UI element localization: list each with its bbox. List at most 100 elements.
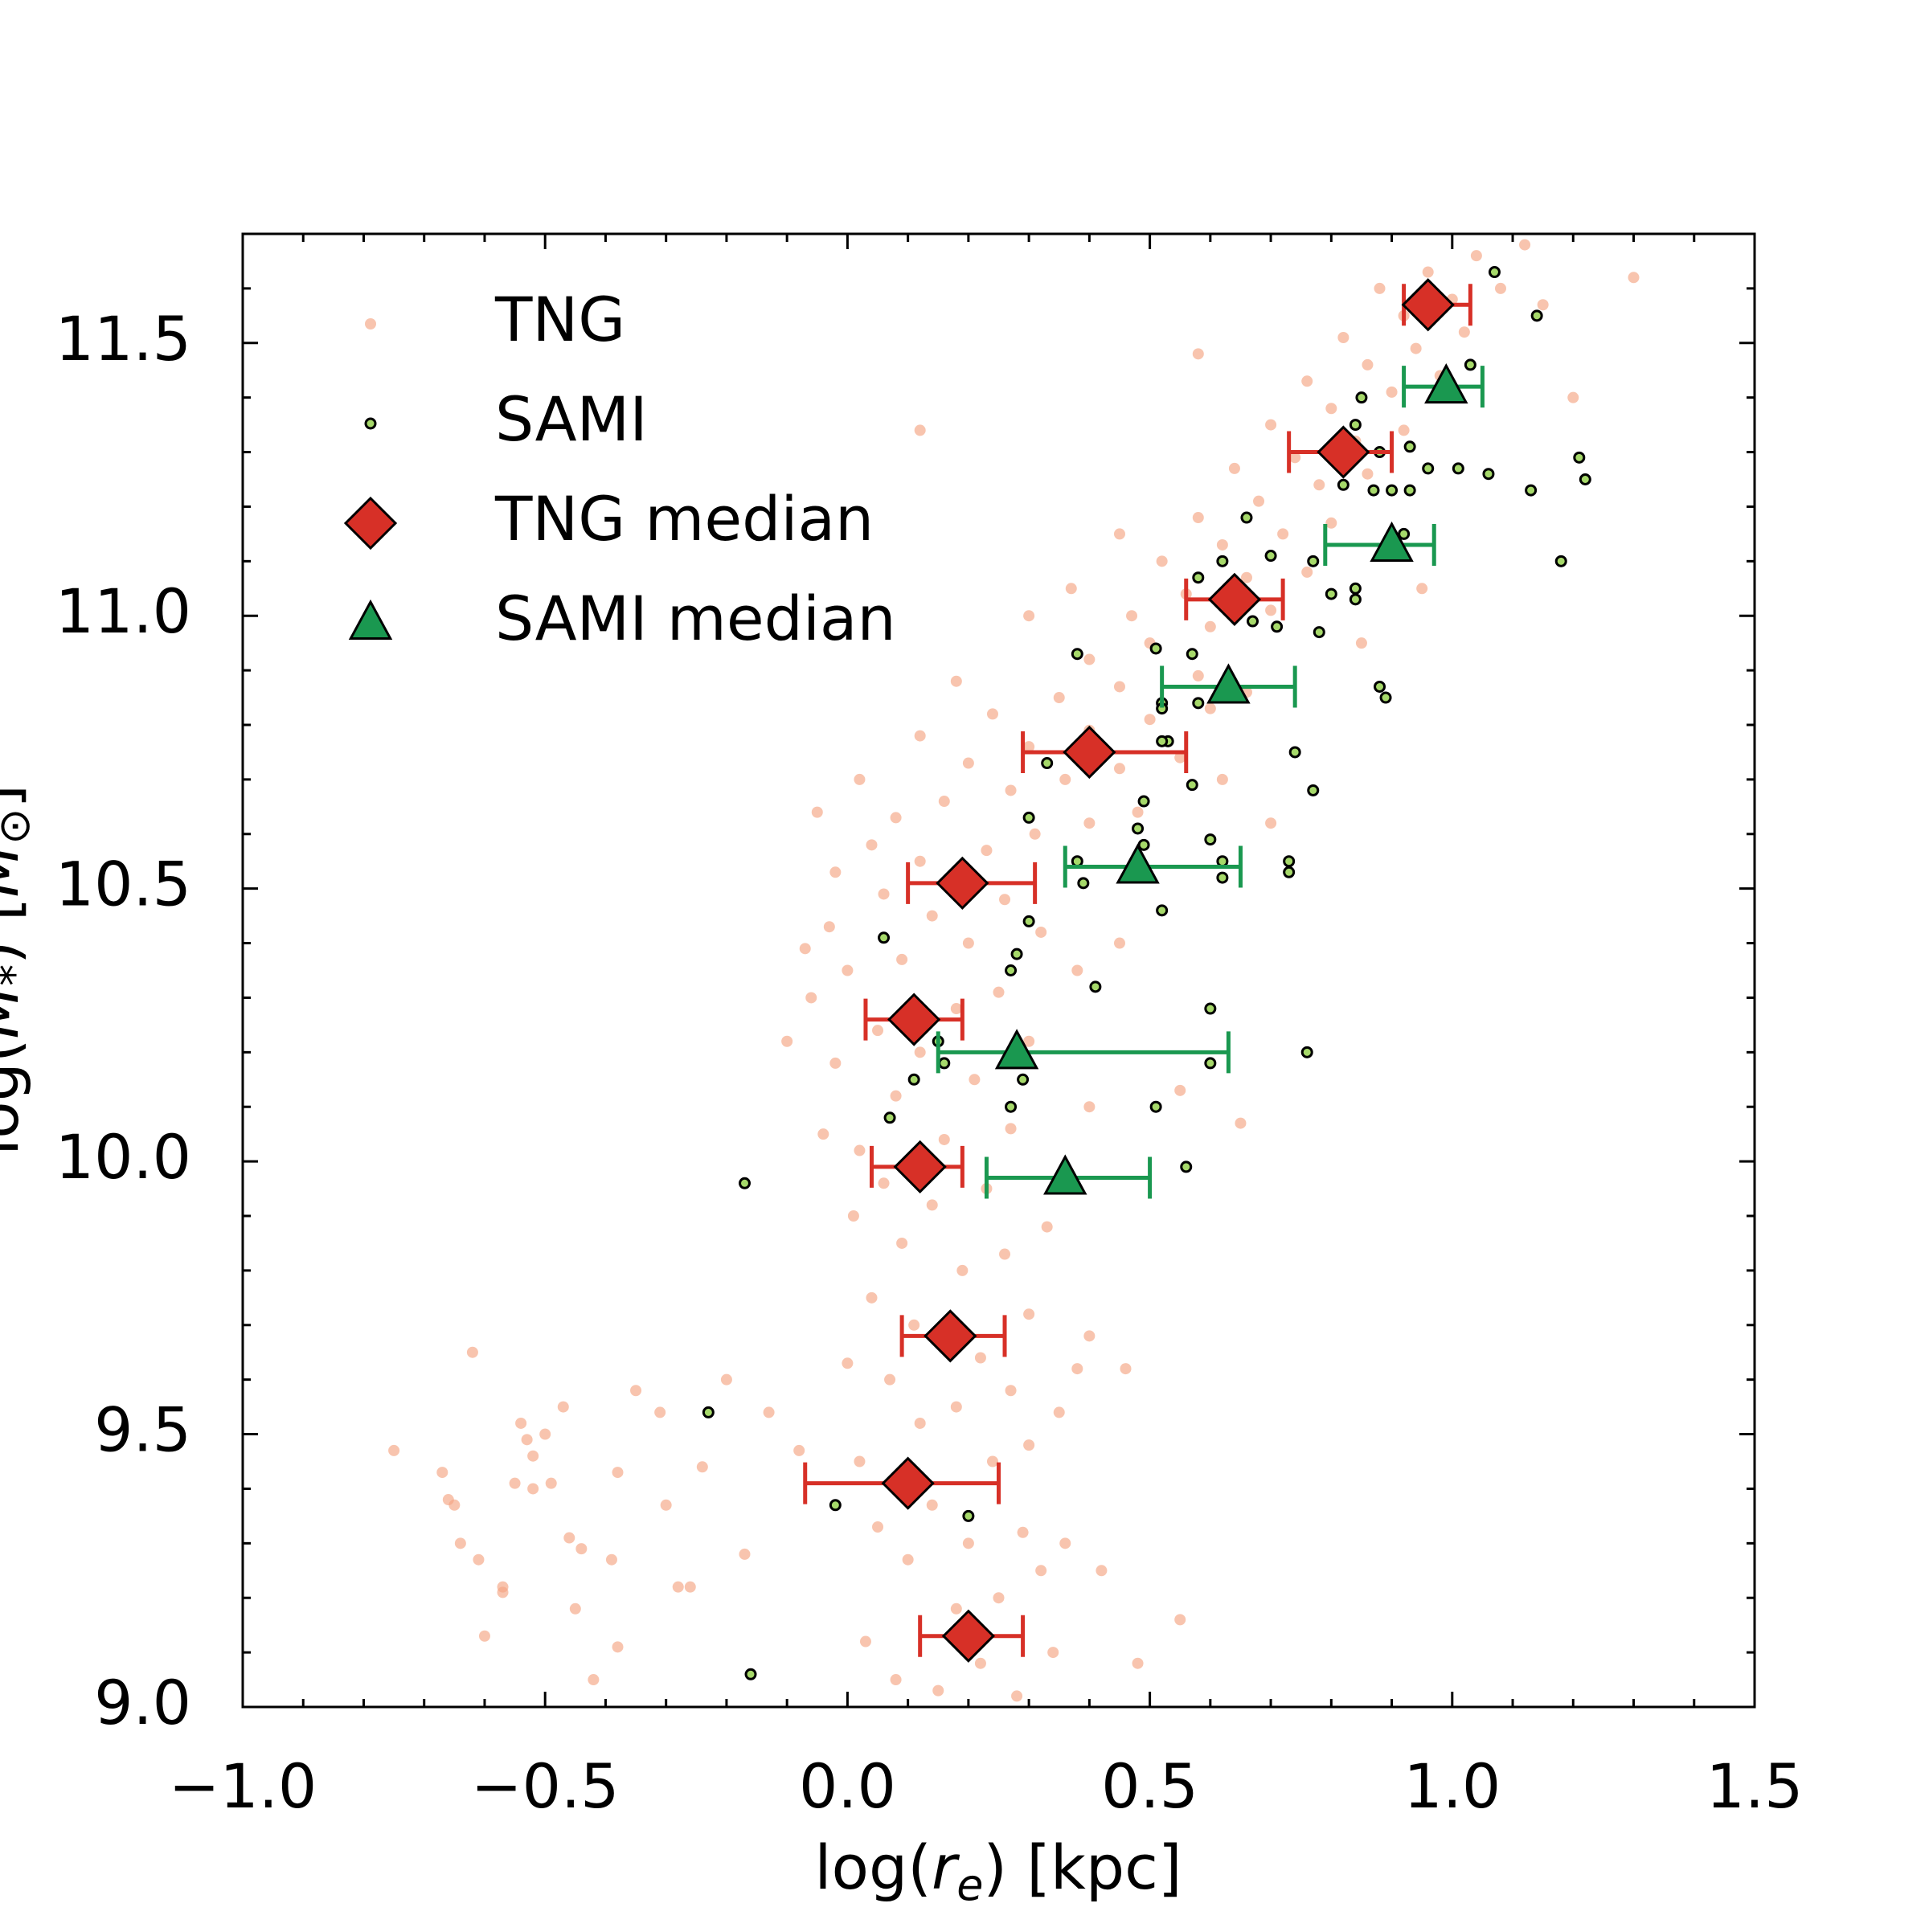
median-marker (1401, 278, 1455, 332)
scatter-point (854, 1455, 866, 1467)
scatter-point (720, 1373, 732, 1386)
scatter-point (926, 1499, 938, 1511)
median-marker (881, 1456, 935, 1510)
legend-label: TNG (494, 284, 625, 355)
scatter-point (878, 888, 890, 900)
scatter-point (1337, 331, 1349, 343)
scatter-point (1053, 1406, 1065, 1418)
scatter-point (878, 1177, 890, 1189)
scatter-point (1240, 571, 1252, 583)
scatter-point (1470, 250, 1482, 262)
scatter-point (1362, 468, 1374, 480)
scatter-point (938, 1133, 950, 1145)
plot-area (388, 239, 1640, 1702)
scatter-point (763, 1406, 775, 1418)
scatter-point (1204, 702, 1216, 714)
scatter-point (1156, 555, 1168, 567)
scatter-point (1186, 648, 1198, 661)
scatter-point (1137, 795, 1150, 808)
scatter-point (974, 1352, 986, 1364)
scatter-point (854, 773, 866, 785)
scatter-point (1349, 582, 1362, 595)
legend-marker (364, 417, 377, 430)
scatter-point (1403, 440, 1416, 453)
scatter-point (1132, 806, 1144, 818)
scatter-point (1041, 1221, 1053, 1233)
scatter-point (436, 1467, 448, 1479)
scatter-point (1113, 528, 1125, 540)
scatter-point (854, 1144, 866, 1156)
scatter-point (1253, 495, 1265, 507)
scatter-point (1355, 637, 1367, 649)
scatter-point (1017, 1073, 1030, 1086)
y-label-part: log( (0, 1039, 32, 1156)
scatter-point (1422, 462, 1435, 475)
scatter-point (1192, 697, 1205, 710)
scatter-point (896, 953, 908, 965)
scatter-point (1204, 1057, 1217, 1070)
scatter-point (1301, 566, 1313, 578)
scatter-point (605, 1553, 617, 1566)
scatter-point (521, 1434, 533, 1446)
median-marker (941, 1609, 996, 1663)
scatter-point (1458, 326, 1470, 338)
scatter-point (702, 1406, 715, 1418)
scatter-point (823, 921, 835, 933)
scatter-point (1379, 691, 1392, 704)
scatter-point (829, 1057, 842, 1069)
scatter-point (1035, 1565, 1047, 1577)
median-marker (887, 993, 941, 1046)
scatter-point (829, 1499, 842, 1512)
scatter-point (1071, 648, 1083, 661)
scatter-point (950, 1602, 962, 1615)
scatter-point (1349, 419, 1362, 432)
scatter-point (478, 1630, 490, 1642)
scatter-point (448, 1499, 461, 1511)
scatter-point (993, 986, 1005, 998)
scatter-point (1537, 299, 1549, 311)
scatter-point (781, 1035, 793, 1047)
scatter-point (1011, 1690, 1023, 1702)
scatter-point (1337, 478, 1349, 491)
scatter-point (1022, 811, 1035, 824)
scatter-point (1174, 1614, 1186, 1626)
scatter-point (1416, 583, 1428, 595)
median-marker (924, 1309, 977, 1363)
scatter-point (1023, 1439, 1035, 1451)
scatter-point (1573, 451, 1586, 464)
scatter-point (1137, 838, 1150, 851)
scatter-point (1525, 484, 1538, 497)
scatter-point (1096, 1565, 1108, 1577)
scatter-point (986, 708, 998, 720)
scatter-point (1089, 980, 1102, 993)
scatter-point (1355, 391, 1368, 404)
scatter-point (1367, 484, 1380, 497)
median-marker (994, 1029, 1039, 1070)
scatter-point (1464, 358, 1476, 371)
scatter-point (1410, 342, 1422, 354)
scatter-point (890, 1674, 902, 1686)
scatter-point (1288, 746, 1301, 759)
y-tick-label: 10.0 (55, 1121, 191, 1193)
scatter-point (914, 730, 926, 742)
scatter-point (908, 1319, 920, 1331)
y-label-part: * (0, 964, 39, 986)
scatter-point (1059, 773, 1071, 785)
scatter-point (654, 1406, 666, 1418)
scatter-point (527, 1450, 539, 1462)
y-tick-label: 11.0 (55, 575, 191, 647)
scatter-point (1053, 692, 1065, 704)
median-marker (1063, 725, 1116, 780)
scatter-point (612, 1641, 624, 1653)
scatter-point (872, 1521, 884, 1533)
scatter-point (1156, 735, 1169, 747)
y-label-part: M (0, 986, 32, 1039)
x-label-part: r (932, 1832, 960, 1903)
scatter-point (1283, 866, 1296, 878)
scatter-point (575, 1543, 588, 1555)
median-marker (1317, 425, 1370, 479)
legend: TNG SAMI TNG median SAMI median (343, 284, 896, 654)
scatter-point (1113, 937, 1125, 949)
scatter-point (950, 1003, 962, 1015)
